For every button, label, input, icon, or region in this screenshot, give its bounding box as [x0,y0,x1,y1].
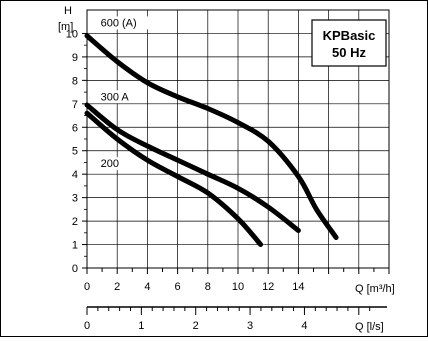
y-tick-label: 3 [72,193,78,205]
y-axis-unit: [m] [58,21,73,33]
secondary-tick-label: 2 [193,320,199,332]
y-tick-label: 6 [72,122,78,134]
y-tick-label: 4 [72,169,78,181]
y-tick-label: 8 [72,75,78,87]
series-label-bg [98,90,136,104]
series-label: 200 [101,158,119,170]
y-tick-label: 5 [72,146,78,158]
legend-box [311,19,387,67]
y-tick-label: 0 [72,263,78,275]
x-axis-primary-label: Q [m³/h] [355,283,395,295]
y-axis-title: H [64,5,72,17]
secondary-tick-label: 1 [138,320,144,332]
y-tick-label: 10 [66,28,78,40]
legend-frequency: 50 Hz [332,45,366,60]
series-200-curve [84,110,264,247]
legend-title: KPBasic [323,28,376,43]
y-tick-label: 1 [72,240,78,252]
secondary-tick-label: 4 [301,320,307,332]
y-tick-label: 2 [72,216,78,228]
secondary-tick-label: 0 [84,320,90,332]
axes [82,32,390,315]
series-label-bg [98,157,123,171]
x-tick-label: 10 [232,281,244,293]
x-tick-label: 8 [205,281,211,293]
x-tick-label: 14 [292,281,304,293]
series-label-bg [98,16,149,30]
series-label: 600 (A) [101,17,137,29]
x-tick-label: 12 [262,281,274,293]
y-tick-label: 7 [72,99,78,111]
series-label: 300 A [101,91,130,103]
x-tick-label: 4 [144,281,150,293]
curves [84,33,339,247]
secondary-tick-label: 3 [247,320,253,332]
x-tick-label: 0 [84,281,90,293]
x-axis-secondary-label: Q [l/s] [355,321,384,333]
series-300a-curve [84,102,301,233]
y-tick-label: 9 [72,52,78,64]
x-tick-label: 6 [175,281,181,293]
series-600a-curve [84,33,339,240]
x-tick-label: 2 [114,281,120,293]
